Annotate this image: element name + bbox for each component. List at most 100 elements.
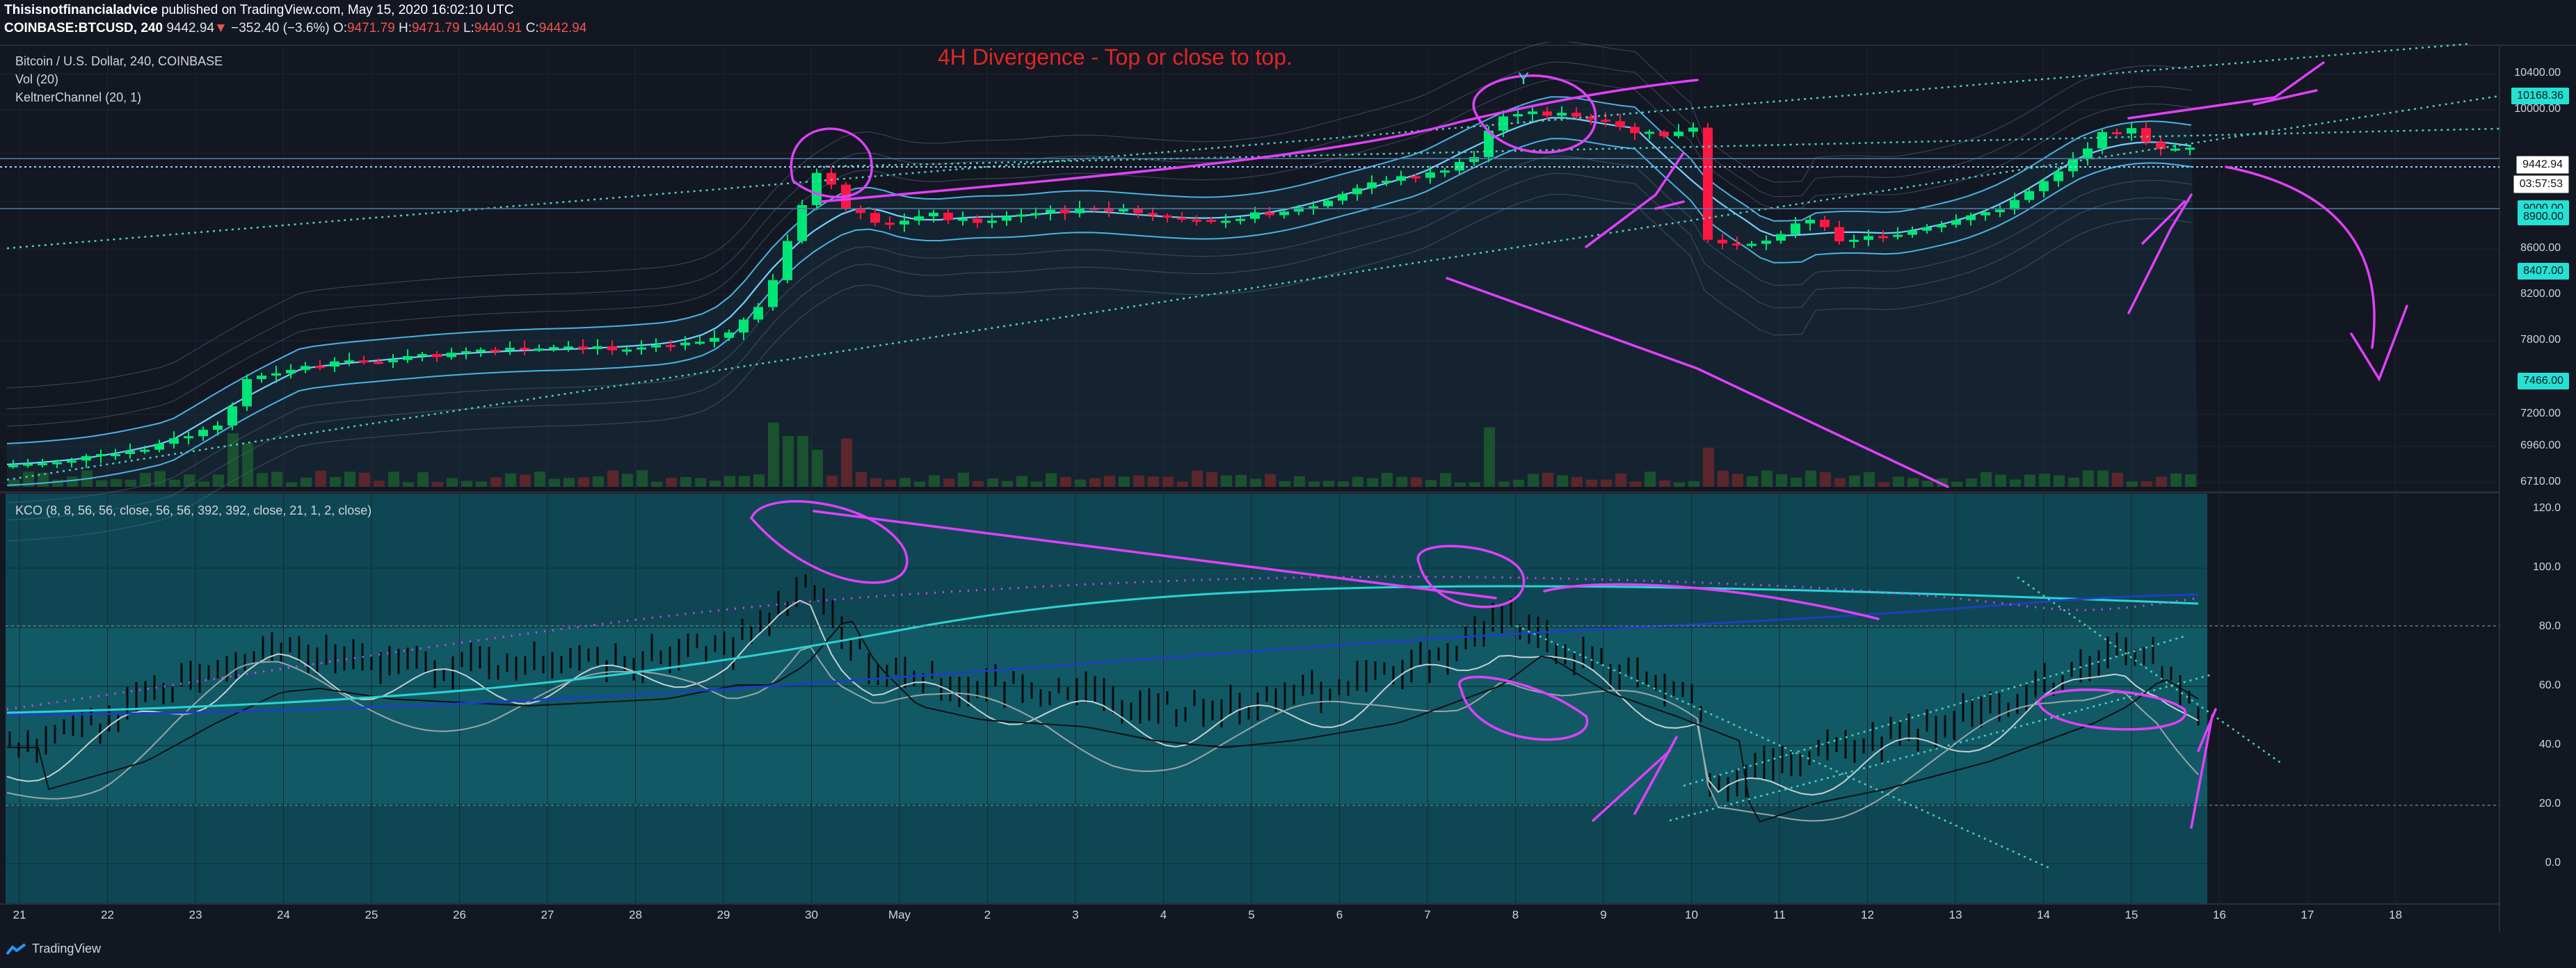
candle [1791, 223, 1800, 234]
candle [1455, 161, 1464, 171]
candle [943, 212, 953, 220]
brand-name: TradingView [32, 942, 102, 955]
chart-frame[interactable] [0, 42, 2576, 932]
candle [1279, 211, 1289, 216]
time-tick: 27 [541, 908, 554, 921]
volume-legend[interactable]: Vol (20) [15, 72, 59, 86]
candle [1542, 111, 1552, 116]
kco-legend[interactable]: KCO (8, 8, 56, 56, close, 56, 56, 392, 3… [15, 503, 372, 517]
candle [680, 342, 690, 346]
time-tick: 12 [1861, 908, 1874, 921]
symbol-ohlc: COINBASE:BTCUSD, 240 9442.94▼ −352.40 (−… [4, 21, 586, 36]
candle [724, 332, 734, 338]
volume-bar [242, 443, 253, 487]
candle [1995, 209, 2005, 213]
time-tick: 6 [1336, 908, 1343, 921]
volume-bar [169, 479, 180, 487]
kco-tick: 60.0 [2538, 679, 2561, 691]
volume-bar [1791, 478, 1802, 487]
candle [1849, 239, 1859, 242]
candle [1338, 194, 1347, 201]
candle [651, 345, 661, 348]
low-value: 9440.91 [474, 21, 522, 35]
volume-bar [505, 473, 516, 487]
volume-bar [476, 481, 487, 487]
volume-bar [1805, 470, 1816, 487]
candle [1016, 214, 1026, 217]
volume-bar [2024, 474, 2035, 487]
candle [374, 362, 383, 364]
candle [476, 349, 486, 352]
candle [2010, 200, 2019, 210]
volume-bar [461, 481, 472, 487]
candle [184, 436, 193, 439]
candle [52, 462, 62, 465]
candle [1046, 209, 1055, 213]
volume-bar [753, 474, 765, 487]
volume-bar [1834, 478, 1846, 487]
candle [2127, 128, 2136, 134]
candle [622, 349, 632, 352]
price-label-high: 10168.36 [2511, 88, 2569, 104]
candle [2112, 131, 2122, 134]
volume-bar [1031, 481, 1042, 487]
candle [1981, 212, 1990, 216]
volume-bar [929, 475, 940, 487]
divergence-annotation: 4H Divergence - Top or close to top. [938, 45, 1293, 70]
candle [1688, 127, 1698, 132]
volume-bar [797, 435, 808, 487]
volume-bar [125, 479, 136, 487]
volume-bar [2156, 476, 2167, 487]
candle [1922, 227, 1932, 231]
time-tick: 5 [1248, 908, 1255, 921]
candle [1206, 220, 1216, 223]
candle [973, 218, 982, 223]
volume-bar [1498, 481, 1510, 487]
time-tick: 14 [2037, 908, 2050, 921]
candle [1309, 206, 1318, 209]
candle [227, 406, 237, 426]
kco-tick: 0.0 [2545, 857, 2561, 869]
time-tick: 25 [365, 908, 378, 921]
candle [359, 360, 369, 363]
volume-bar [1922, 481, 1933, 487]
candle [812, 172, 822, 205]
time-tick: 21 [13, 908, 26, 921]
volume-bar [271, 471, 282, 487]
volume-bar [1747, 476, 1758, 487]
keltner-band [6, 193, 2192, 542]
time-tick: 15 [2125, 908, 2138, 921]
candle [929, 212, 938, 217]
volume-bar [914, 481, 925, 487]
time-tick: 9 [1600, 908, 1607, 921]
open-value: 9471.79 [347, 21, 395, 35]
footer-brand[interactable]: TradingView [6, 942, 101, 956]
keltner-legend[interactable]: KeltnerChannel (20, 1) [15, 90, 142, 104]
volume-bar [710, 481, 721, 487]
price-tick: 10400.00 [2514, 67, 2561, 79]
candle [1674, 131, 1683, 136]
chart-canvas[interactable] [0, 42, 2576, 932]
keltner-band [6, 42, 2192, 389]
volume-bar [841, 438, 852, 487]
volume-bar [1221, 475, 1232, 487]
candle [23, 463, 33, 466]
keltner-mid [6, 117, 2192, 465]
kco-tick: 40.0 [2538, 739, 2561, 750]
time-tick: 7 [1424, 908, 1431, 921]
candle [1718, 239, 1727, 244]
candle [2156, 142, 2166, 150]
volume-bar [1235, 474, 1247, 487]
candle [1937, 225, 1946, 228]
volume-bar [1703, 447, 1714, 487]
time-tick: 24 [277, 908, 290, 921]
candle [388, 360, 398, 362]
candle [344, 360, 354, 363]
kco-magenta-dots [6, 575, 2199, 711]
volume-bar [213, 474, 224, 487]
volume-bar [1951, 481, 1962, 487]
price-label-current: 9442.94 [2516, 156, 2569, 174]
time-tick: 29 [717, 908, 730, 921]
volume-bar [1177, 481, 1188, 487]
candle [1294, 207, 1304, 212]
